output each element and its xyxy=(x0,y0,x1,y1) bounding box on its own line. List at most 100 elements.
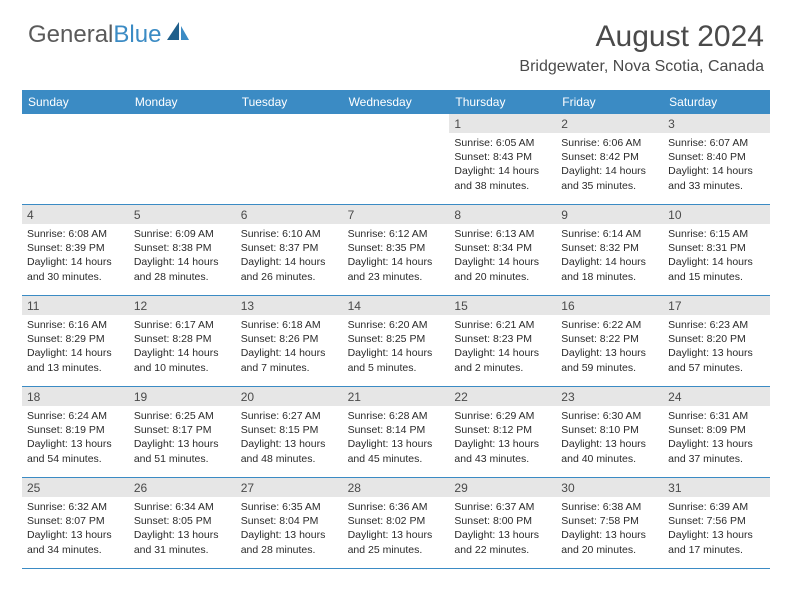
daylight-line: Daylight: 14 hours and 2 minutes. xyxy=(454,346,551,374)
day-body: Sunrise: 6:16 AMSunset: 8:29 PMDaylight:… xyxy=(22,315,129,378)
sunrise-line: Sunrise: 6:29 AM xyxy=(454,409,551,423)
logo-text-blue: Blue xyxy=(113,21,161,49)
day-cell: 16Sunrise: 6:22 AMSunset: 8:22 PMDayligh… xyxy=(556,296,663,386)
day-cell: 7Sunrise: 6:12 AMSunset: 8:35 PMDaylight… xyxy=(343,205,450,295)
day-body: Sunrise: 6:08 AMSunset: 8:39 PMDaylight:… xyxy=(22,224,129,287)
day-of-week-row: SundayMondayTuesdayWednesdayThursdayFrid… xyxy=(22,90,770,114)
logo: GeneralBlue xyxy=(28,20,191,49)
sunset-line: Sunset: 8:34 PM xyxy=(454,241,551,255)
sunset-line: Sunset: 8:35 PM xyxy=(348,241,445,255)
daylight-line: Daylight: 14 hours and 13 minutes. xyxy=(27,346,124,374)
sunset-line: Sunset: 8:42 PM xyxy=(561,150,658,164)
day-number-bar: 6 xyxy=(236,205,343,224)
day-cell: 22Sunrise: 6:29 AMSunset: 8:12 PMDayligh… xyxy=(449,387,556,477)
sunset-line: Sunset: 8:05 PM xyxy=(134,514,231,528)
sunrise-line: Sunrise: 6:16 AM xyxy=(27,318,124,332)
day-number-bar: 18 xyxy=(22,387,129,406)
daylight-line: Daylight: 13 hours and 45 minutes. xyxy=(348,437,445,465)
day-number-bar: 19 xyxy=(129,387,236,406)
day-of-week-cell: Sunday xyxy=(22,90,129,114)
daylight-line: Daylight: 13 hours and 28 minutes. xyxy=(241,528,338,556)
sunrise-line: Sunrise: 6:39 AM xyxy=(668,500,765,514)
day-number-bar xyxy=(343,114,450,133)
day-cell: 10Sunrise: 6:15 AMSunset: 8:31 PMDayligh… xyxy=(663,205,770,295)
daylight-line: Daylight: 13 hours and 48 minutes. xyxy=(241,437,338,465)
logo-sail-icon xyxy=(165,20,191,49)
day-number-bar: 16 xyxy=(556,296,663,315)
daylight-line: Daylight: 14 hours and 33 minutes. xyxy=(668,164,765,192)
daylight-line: Daylight: 13 hours and 31 minutes. xyxy=(134,528,231,556)
day-body: Sunrise: 6:34 AMSunset: 8:05 PMDaylight:… xyxy=(129,497,236,560)
sunset-line: Sunset: 8:12 PM xyxy=(454,423,551,437)
day-number-bar: 25 xyxy=(22,478,129,497)
day-cell: 24Sunrise: 6:31 AMSunset: 8:09 PMDayligh… xyxy=(663,387,770,477)
day-body: Sunrise: 6:05 AMSunset: 8:43 PMDaylight:… xyxy=(449,133,556,196)
week-row: 11Sunrise: 6:16 AMSunset: 8:29 PMDayligh… xyxy=(22,296,770,387)
day-cell: 1Sunrise: 6:05 AMSunset: 8:43 PMDaylight… xyxy=(449,114,556,204)
day-number-bar: 15 xyxy=(449,296,556,315)
daylight-line: Daylight: 13 hours and 54 minutes. xyxy=(27,437,124,465)
day-number-bar: 30 xyxy=(556,478,663,497)
sunset-line: Sunset: 8:26 PM xyxy=(241,332,338,346)
daylight-line: Daylight: 14 hours and 10 minutes. xyxy=(134,346,231,374)
day-body: Sunrise: 6:30 AMSunset: 8:10 PMDaylight:… xyxy=(556,406,663,469)
sunset-line: Sunset: 8:15 PM xyxy=(241,423,338,437)
daylight-line: Daylight: 14 hours and 28 minutes. xyxy=(134,255,231,283)
day-number-bar: 22 xyxy=(449,387,556,406)
month-title: August 2024 xyxy=(519,20,764,54)
day-body: Sunrise: 6:09 AMSunset: 8:38 PMDaylight:… xyxy=(129,224,236,287)
logo-text-general: General xyxy=(28,21,113,49)
sunset-line: Sunset: 8:07 PM xyxy=(27,514,124,528)
sunrise-line: Sunrise: 6:09 AM xyxy=(134,227,231,241)
day-of-week-cell: Tuesday xyxy=(236,90,343,114)
sunrise-line: Sunrise: 6:17 AM xyxy=(134,318,231,332)
daylight-line: Daylight: 14 hours and 38 minutes. xyxy=(454,164,551,192)
sunrise-line: Sunrise: 6:08 AM xyxy=(27,227,124,241)
day-cell: 19Sunrise: 6:25 AMSunset: 8:17 PMDayligh… xyxy=(129,387,236,477)
day-number-bar: 31 xyxy=(663,478,770,497)
sunrise-line: Sunrise: 6:21 AM xyxy=(454,318,551,332)
sunrise-line: Sunrise: 6:28 AM xyxy=(348,409,445,423)
sunset-line: Sunset: 8:22 PM xyxy=(561,332,658,346)
location: Bridgewater, Nova Scotia, Canada xyxy=(519,58,764,76)
day-body: Sunrise: 6:10 AMSunset: 8:37 PMDaylight:… xyxy=(236,224,343,287)
day-cell: 9Sunrise: 6:14 AMSunset: 8:32 PMDaylight… xyxy=(556,205,663,295)
day-cell: 31Sunrise: 6:39 AMSunset: 7:56 PMDayligh… xyxy=(663,478,770,568)
sunset-line: Sunset: 8:32 PM xyxy=(561,241,658,255)
day-body: Sunrise: 6:07 AMSunset: 8:40 PMDaylight:… xyxy=(663,133,770,196)
day-number-bar: 23 xyxy=(556,387,663,406)
day-body: Sunrise: 6:39 AMSunset: 7:56 PMDaylight:… xyxy=(663,497,770,560)
sunrise-line: Sunrise: 6:24 AM xyxy=(27,409,124,423)
day-body: Sunrise: 6:27 AMSunset: 8:15 PMDaylight:… xyxy=(236,406,343,469)
sunrise-line: Sunrise: 6:31 AM xyxy=(668,409,765,423)
day-body: Sunrise: 6:14 AMSunset: 8:32 PMDaylight:… xyxy=(556,224,663,287)
day-cell xyxy=(22,114,129,204)
day-cell: 2Sunrise: 6:06 AMSunset: 8:42 PMDaylight… xyxy=(556,114,663,204)
day-body: Sunrise: 6:22 AMSunset: 8:22 PMDaylight:… xyxy=(556,315,663,378)
day-number-bar: 8 xyxy=(449,205,556,224)
day-number-bar: 24 xyxy=(663,387,770,406)
sunrise-line: Sunrise: 6:38 AM xyxy=(561,500,658,514)
daylight-line: Daylight: 14 hours and 23 minutes. xyxy=(348,255,445,283)
day-number-bar: 20 xyxy=(236,387,343,406)
day-number-bar xyxy=(22,114,129,133)
day-number-bar: 10 xyxy=(663,205,770,224)
day-body: Sunrise: 6:12 AMSunset: 8:35 PMDaylight:… xyxy=(343,224,450,287)
daylight-line: Daylight: 14 hours and 20 minutes. xyxy=(454,255,551,283)
sunrise-line: Sunrise: 6:10 AM xyxy=(241,227,338,241)
sunrise-line: Sunrise: 6:07 AM xyxy=(668,136,765,150)
day-cell: 20Sunrise: 6:27 AMSunset: 8:15 PMDayligh… xyxy=(236,387,343,477)
day-number-bar: 17 xyxy=(663,296,770,315)
sunset-line: Sunset: 8:17 PM xyxy=(134,423,231,437)
day-of-week-cell: Monday xyxy=(129,90,236,114)
sunset-line: Sunset: 8:28 PM xyxy=(134,332,231,346)
sunset-line: Sunset: 8:29 PM xyxy=(27,332,124,346)
sunset-line: Sunset: 8:04 PM xyxy=(241,514,338,528)
day-body: Sunrise: 6:24 AMSunset: 8:19 PMDaylight:… xyxy=(22,406,129,469)
day-cell: 28Sunrise: 6:36 AMSunset: 8:02 PMDayligh… xyxy=(343,478,450,568)
day-cell: 13Sunrise: 6:18 AMSunset: 8:26 PMDayligh… xyxy=(236,296,343,386)
sunrise-line: Sunrise: 6:37 AM xyxy=(454,500,551,514)
day-number-bar: 14 xyxy=(343,296,450,315)
sunset-line: Sunset: 7:56 PM xyxy=(668,514,765,528)
day-cell: 5Sunrise: 6:09 AMSunset: 8:38 PMDaylight… xyxy=(129,205,236,295)
